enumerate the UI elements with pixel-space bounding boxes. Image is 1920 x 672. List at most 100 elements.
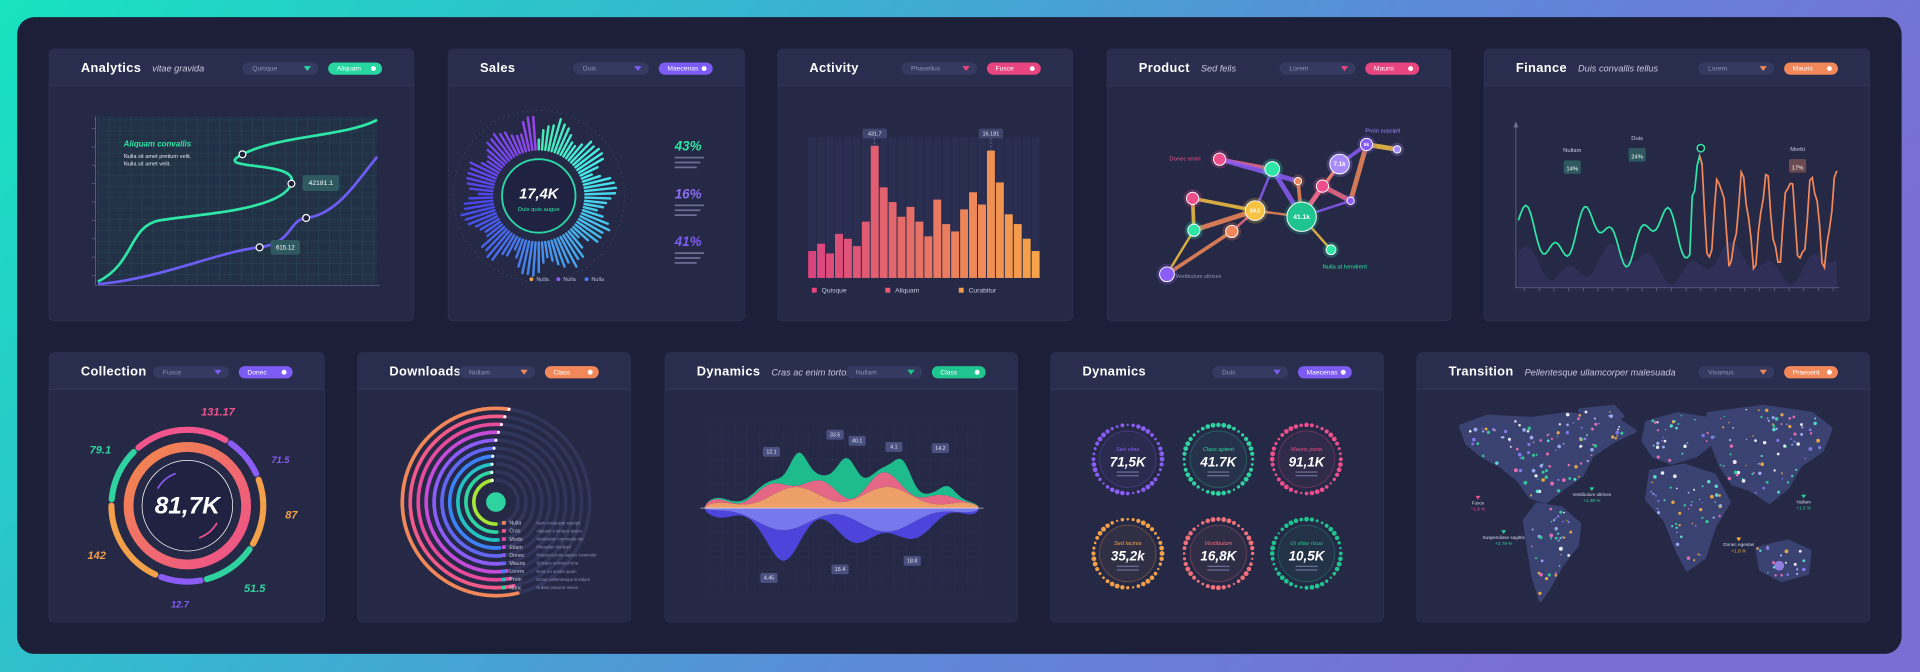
arc-track [495,470,528,534]
continent [1755,539,1812,583]
city-dot [1733,470,1738,475]
city-dot [1802,567,1806,572]
dropdown[interactable] [573,62,649,75]
dropdown[interactable] [153,366,229,379]
city-dot [1693,559,1696,562]
toggle[interactable] [328,62,383,75]
segment-value: 12.7 [171,599,190,609]
node [1159,266,1175,283]
dropdown[interactable] [459,366,536,379]
city-dot [1796,442,1800,446]
ring-dot [1221,490,1227,496]
city-dot [1674,522,1678,526]
city-dot [1722,465,1725,467]
city-dot [1657,499,1660,503]
dropdown[interactable] [1698,366,1775,379]
radial-bar [487,155,504,169]
city-dot [1675,487,1678,490]
node [1187,223,1201,237]
value-box [762,446,781,457]
ring-dot [1156,473,1160,477]
column-bg [1004,137,1013,278]
value-label: 431.7 [868,131,882,137]
city-dot [1481,427,1483,429]
ring-dot [1328,526,1334,532]
city-dot [1548,464,1552,468]
city-dot [1539,535,1543,540]
value-label: 33.5 [830,432,840,438]
dropdown-arrow [214,369,222,375]
ring-dot [1097,436,1103,442]
ring-dot [1098,572,1102,576]
city-dot [1471,442,1474,446]
ring-segment [250,476,267,547]
city-dot [1814,417,1817,420]
ring-dot [1338,462,1343,467]
city-dot [1554,536,1558,540]
ring-dot [1334,472,1340,477]
toggle[interactable] [658,62,713,75]
column-bg [843,137,852,278]
dropdown[interactable] [901,62,978,75]
city-dot [1486,430,1491,434]
city-dot [1481,454,1485,458]
city-dot [1756,547,1759,550]
arc-end [491,454,495,458]
value-label: 4.1 [890,445,897,451]
ring-dot [1120,490,1125,496]
ring-dot [1183,561,1188,567]
radial-bar [577,157,604,174]
dropdown-label: Nullam [469,369,490,376]
ring-dot [1246,535,1252,541]
toggle[interactable] [1297,366,1352,379]
toggle[interactable] [544,366,599,379]
value-label: 12.1 [766,450,776,456]
city-dot [1592,443,1595,446]
ring-dot [1329,576,1332,579]
dropdown[interactable] [1698,62,1775,75]
city-dot [1705,440,1708,442]
toggle[interactable] [238,366,293,379]
city-dot [1542,463,1544,466]
city-dot [1767,571,1769,574]
legend-note: Nam consequat suscipit [536,520,581,525]
city-dot [1690,504,1693,506]
dropdown[interactable] [242,62,319,75]
ring-dot [1250,545,1255,551]
toggle[interactable] [1365,62,1420,75]
value-box [270,240,301,255]
ring-dot [1274,567,1278,571]
segment-value: 51.5 [244,583,266,595]
toggle[interactable] [986,62,1041,75]
arrow [156,472,176,490]
city-dot [1656,510,1661,515]
arc [456,462,500,542]
radial-bar [480,161,500,174]
city-dot [1656,507,1659,510]
ring-dot [1136,518,1141,523]
toggle[interactable] [1784,62,1838,75]
toggle[interactable] [1784,366,1838,379]
ring-dot [1246,441,1252,447]
ring-dot [1231,520,1236,525]
dropdown[interactable] [846,366,923,379]
ring-dot [1270,556,1275,561]
city-dot [1476,442,1480,446]
city-dot [1772,427,1776,432]
continent [1641,412,1717,465]
city-dot [1701,485,1704,488]
city-dot [1809,432,1813,435]
ring-dot [1120,585,1125,590]
city-dot [1795,572,1799,576]
legend-swatch [502,537,506,541]
city-dot [1523,480,1528,485]
radial-bar [521,120,531,152]
dropdown[interactable] [1279,62,1356,75]
city-dot [1714,501,1717,503]
ring-dot [1236,485,1241,489]
toggle[interactable] [931,366,986,379]
city-dot [1671,525,1674,528]
dropdown[interactable] [1212,366,1289,379]
arc [440,446,504,558]
ring-dot [1210,422,1216,428]
